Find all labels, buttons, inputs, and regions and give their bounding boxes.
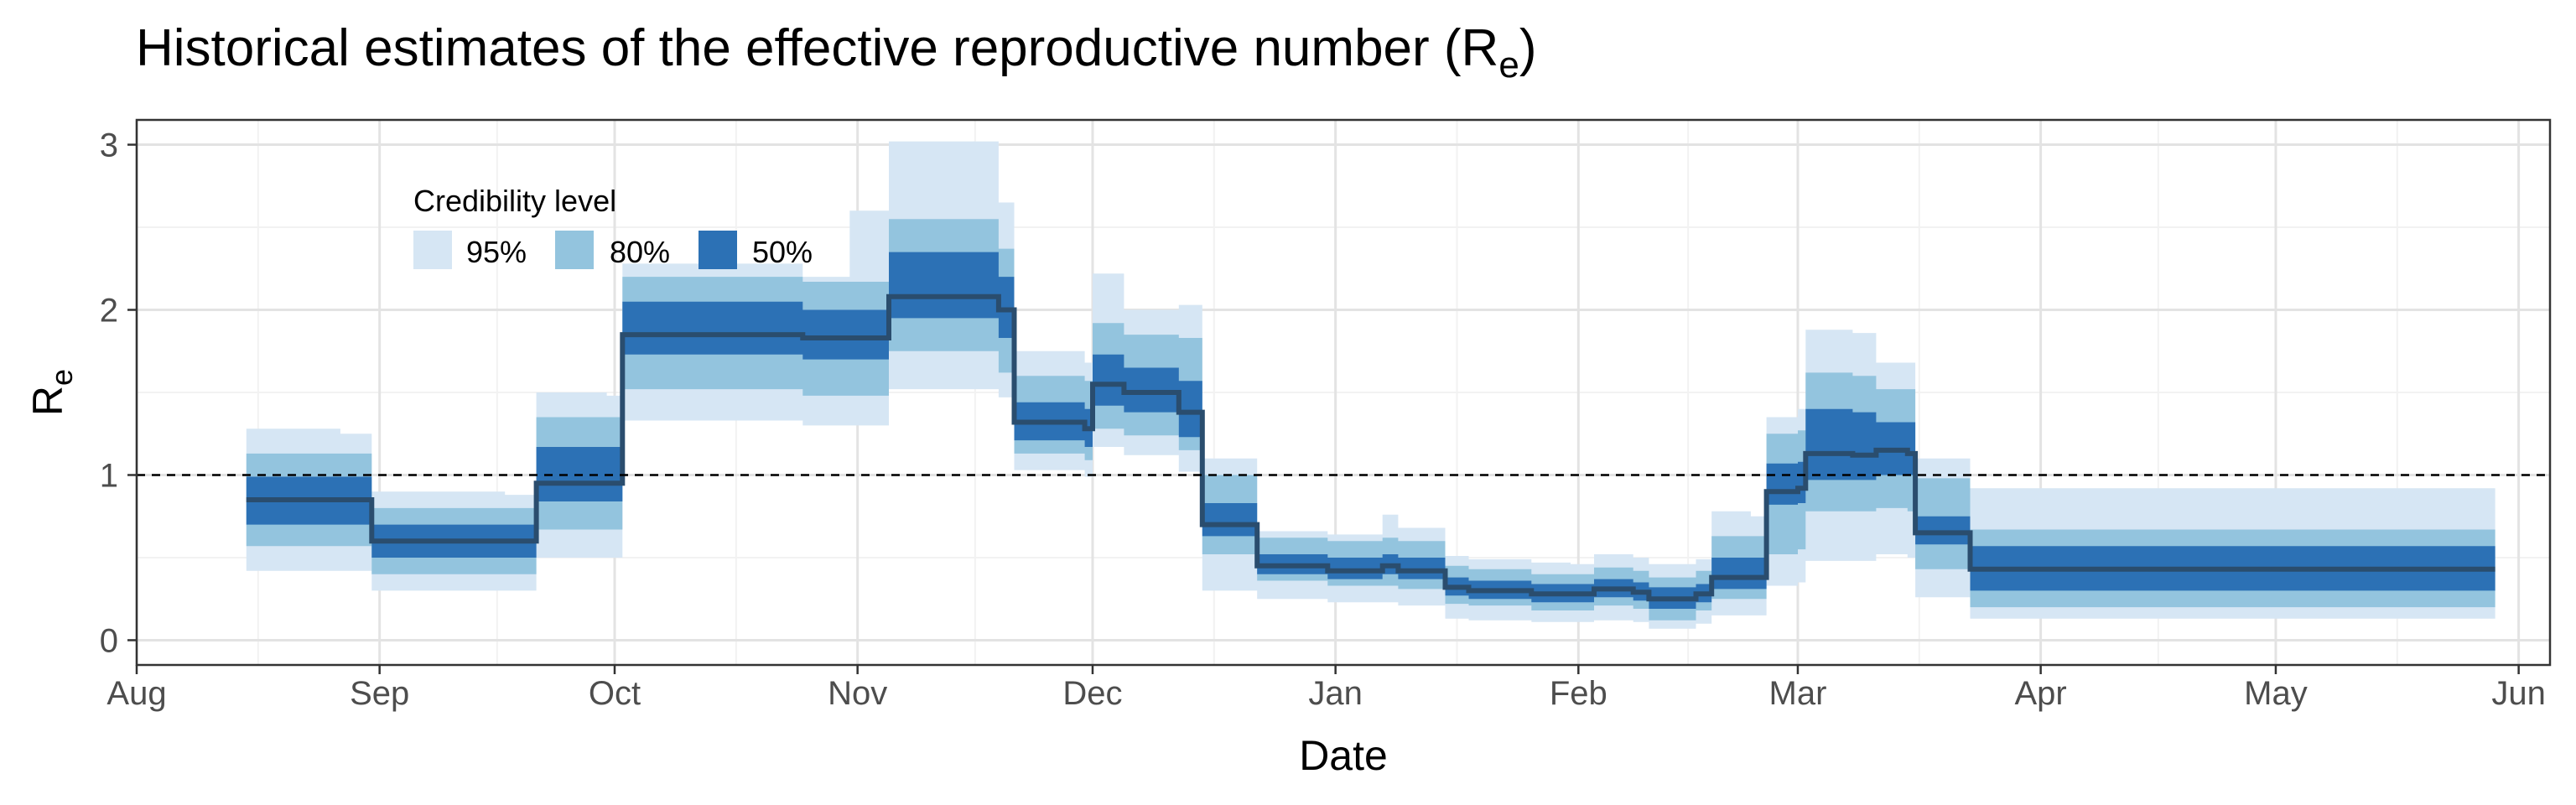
y-axis: 0 1 2 3 bbox=[100, 127, 137, 659]
legend-label-95: 95% bbox=[466, 235, 527, 269]
chart-title: Historical estimates of the effective re… bbox=[136, 19, 1536, 86]
legend-key-50 bbox=[699, 231, 737, 269]
x-tick-label: Dec bbox=[1062, 675, 1122, 712]
median-line bbox=[246, 293, 2496, 602]
credibility-bands bbox=[246, 141, 2496, 629]
y-tick-label: 2 bbox=[100, 293, 118, 330]
y-tick-label: 3 bbox=[100, 127, 118, 164]
legend-item-95: 95% bbox=[413, 231, 527, 269]
legend-label-50: 50% bbox=[752, 235, 813, 269]
x-axis: Aug Sep Oct Nov Dec Jan Feb Mar Apr May Jun bbox=[106, 665, 2546, 712]
x-tick-label: Nov bbox=[828, 675, 887, 712]
legend-key-95 bbox=[413, 231, 452, 269]
legend-label-80: 80% bbox=[610, 235, 670, 269]
legend: Credibility level 95% 80% 50% bbox=[413, 184, 813, 269]
panel-border bbox=[135, 118, 2552, 667]
x-tick-label: Jun bbox=[2491, 675, 2546, 712]
x-tick-label: May bbox=[2244, 675, 2308, 712]
legend-title: Credibility level bbox=[413, 184, 616, 218]
x-tick-label: Feb bbox=[1550, 675, 1607, 712]
x-tick-label: Sep bbox=[350, 675, 409, 712]
band-50 bbox=[246, 252, 2496, 609]
x-tick-label: Mar bbox=[1769, 675, 1827, 712]
plot-panel bbox=[135, 118, 2552, 667]
legend-key-80 bbox=[555, 231, 594, 269]
legend-item-80: 80% bbox=[555, 231, 670, 269]
y-axis-title: Re bbox=[24, 369, 79, 416]
x-axis-title: Date bbox=[1299, 732, 1388, 779]
x-tick-label: Apr bbox=[2015, 675, 2067, 712]
x-tick-label: Jan bbox=[1308, 675, 1363, 712]
y-tick-label: 0 bbox=[100, 622, 118, 659]
legend-item-50: 50% bbox=[699, 231, 813, 269]
x-tick-label: Aug bbox=[106, 675, 166, 712]
y-tick-label: 1 bbox=[100, 457, 118, 494]
x-tick-label: Oct bbox=[589, 675, 641, 712]
